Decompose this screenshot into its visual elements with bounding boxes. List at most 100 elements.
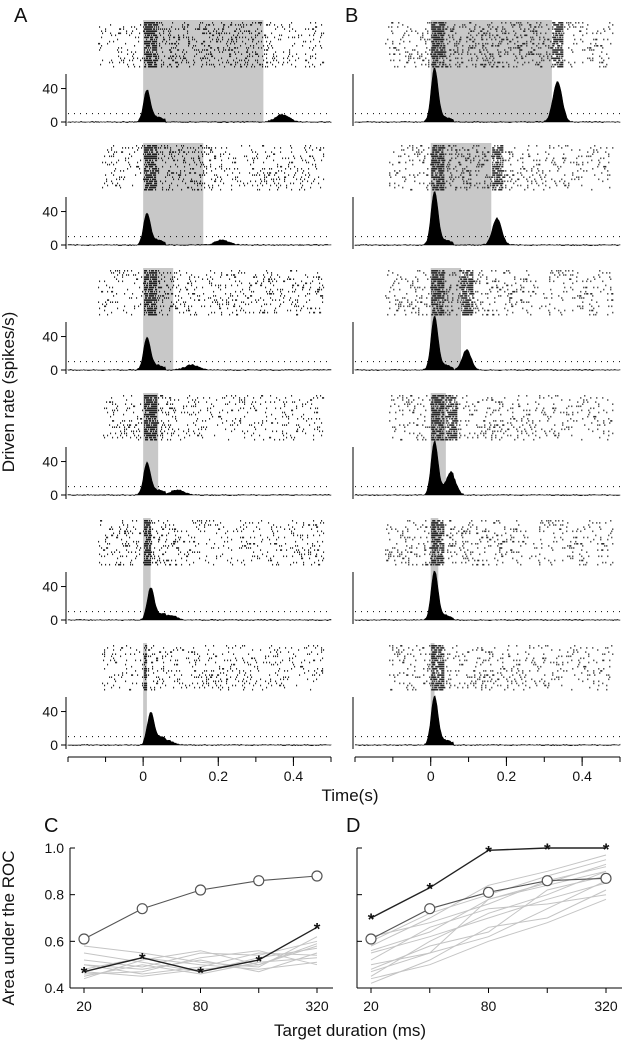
spike-dot (147, 32, 149, 35)
spike-dot (172, 151, 174, 153)
spike-dot (123, 170, 125, 172)
spike-dot (147, 278, 149, 280)
spike-dot (489, 53, 491, 55)
spike-dot (261, 180, 263, 183)
spike-dot (183, 311, 185, 314)
spike-dot (556, 26, 558, 28)
spike-dot (174, 680, 176, 683)
spike-dot (586, 32, 588, 35)
spike-dot (259, 63, 261, 66)
spike-dot (107, 543, 109, 545)
spike-dot (525, 34, 527, 37)
spike-dot (174, 407, 176, 410)
spike-dot (489, 34, 491, 37)
spike-dot (146, 32, 148, 35)
spike-dot (162, 182, 164, 185)
spike-dot (211, 413, 213, 416)
spike-dot (388, 26, 390, 28)
spike-dot (154, 424, 156, 426)
spike-dot (147, 309, 149, 312)
spike-dot (540, 47, 542, 49)
spike-dot (162, 395, 164, 397)
spike-dot (554, 38, 556, 41)
spike-dot (310, 186, 312, 189)
spike-dot (213, 520, 215, 522)
spike-dot (460, 38, 462, 41)
spike-dot (146, 288, 148, 291)
spike-dot (589, 49, 591, 51)
spike-dot (146, 676, 148, 678)
spike-dot (443, 55, 445, 58)
spike-dot (497, 26, 499, 28)
spike-dot (148, 157, 150, 160)
spike-dot (312, 543, 314, 545)
spike-dot (231, 557, 233, 560)
spike-dot (127, 545, 129, 547)
spike-dot (492, 34, 494, 37)
spike-dot (252, 401, 254, 403)
spike-dot (497, 61, 499, 64)
spike-dot (280, 549, 282, 551)
spike-dot (235, 403, 237, 405)
spike-dot (165, 176, 167, 178)
spike-dot (219, 307, 221, 310)
spike-dot (259, 174, 261, 176)
spike-dot (260, 170, 262, 172)
spike-dot (278, 563, 280, 566)
spike-dot (266, 157, 268, 160)
spike-dot (293, 532, 295, 535)
spike-dot (111, 272, 113, 274)
spike-dot (307, 180, 309, 183)
spike-dot (249, 288, 251, 291)
spike-dot (149, 61, 151, 64)
spike-dot (124, 432, 126, 435)
spike-dot (144, 559, 146, 562)
spike-dot (245, 36, 247, 39)
spike-dot (507, 53, 509, 55)
spike-dot (175, 42, 177, 45)
spike-dot (314, 411, 316, 414)
spike-dot (210, 151, 212, 153)
spike-dot (291, 395, 293, 397)
spike-dot (561, 42, 563, 45)
spike-dot (149, 157, 151, 160)
spike-dot (229, 168, 231, 170)
spike-dot (578, 22, 580, 24)
spike-dot (276, 430, 278, 433)
spike-dot (202, 147, 204, 149)
spike-dot (146, 434, 148, 437)
spike-dot (153, 415, 155, 418)
spike-dot (244, 674, 246, 676)
spike-dot (254, 543, 256, 545)
spike-dot (499, 40, 501, 43)
spike-dot (439, 51, 441, 53)
spike-dot (562, 61, 564, 64)
spike-dot (230, 53, 232, 55)
spike-dot (215, 168, 217, 170)
spike-dot (272, 563, 274, 566)
spike-dot (233, 653, 235, 655)
spike-dot (308, 553, 310, 556)
spike-dot (461, 61, 463, 64)
spike-dot (321, 670, 323, 672)
spike-dot (163, 545, 165, 547)
spike-dot (215, 524, 217, 526)
spike-dot (552, 28, 554, 30)
spike-dot (198, 428, 200, 431)
spike-dot (144, 430, 146, 433)
spike-dot (251, 434, 253, 437)
spike-dot (144, 172, 146, 174)
spike-dot (109, 163, 111, 166)
spike-dot (587, 47, 589, 49)
spike-dot (195, 424, 197, 426)
spike-dot (247, 661, 249, 664)
spike-dot (497, 34, 499, 37)
stimulus-shade (430, 20, 552, 122)
spike-dot (228, 547, 230, 549)
spike-dot (239, 670, 241, 672)
spike-dot (295, 30, 297, 32)
spike-dot (181, 145, 183, 147)
spike-dot (186, 51, 188, 53)
spike-dot (99, 307, 101, 310)
spike-dot (194, 180, 196, 183)
